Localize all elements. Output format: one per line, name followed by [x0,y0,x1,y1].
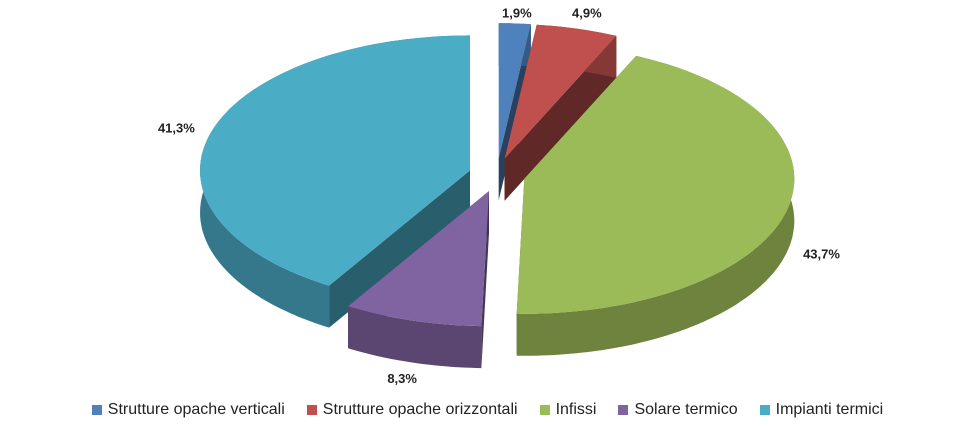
legend-swatch [91,405,102,415]
legend-item: Strutture opache orizzontali [306,401,518,419]
slice-wall [516,55,795,356]
data-label: 8,3% [387,371,417,386]
legend-item: Infissi [539,401,597,419]
legend-item: Solare termico [618,401,738,419]
legend-label: Solare termico [634,401,738,418]
slice-top [516,55,795,314]
data-label: 1,9% [502,5,532,20]
data-label: 41,3% [158,121,195,136]
slice [200,35,470,328]
slice-top [200,35,470,286]
slice-wall [348,306,482,369]
data-label: 4,9% [572,5,602,20]
slice-top [348,191,489,327]
slice [504,24,617,201]
legend-label: Infissi [555,401,597,418]
legend-item: Strutture opache verticali [91,401,285,419]
slice [348,191,489,369]
legend-swatch [306,405,317,415]
slice [516,55,795,356]
data-label: 43,7% [803,247,840,262]
legend-label: Impianti termici [775,401,884,418]
pie-plot: 1,9% 4,9% 43,7% 8,3% 41,3% [158,5,840,386]
slice-side [504,35,617,201]
legend-swatch [618,405,629,415]
slice-side [329,170,470,328]
slice-side [481,191,489,369]
legend-swatch [539,405,550,415]
legend: Strutture opache verticali Strutture opac… [0,401,975,419]
slice-top [498,23,531,159]
legend-item: Impianti termici [759,401,884,419]
legend-swatch [759,405,770,415]
legend-label: Strutture opache verticali [107,401,285,418]
slice-top [504,24,617,159]
legend-label: Strutture opache orizzontali [322,401,518,418]
